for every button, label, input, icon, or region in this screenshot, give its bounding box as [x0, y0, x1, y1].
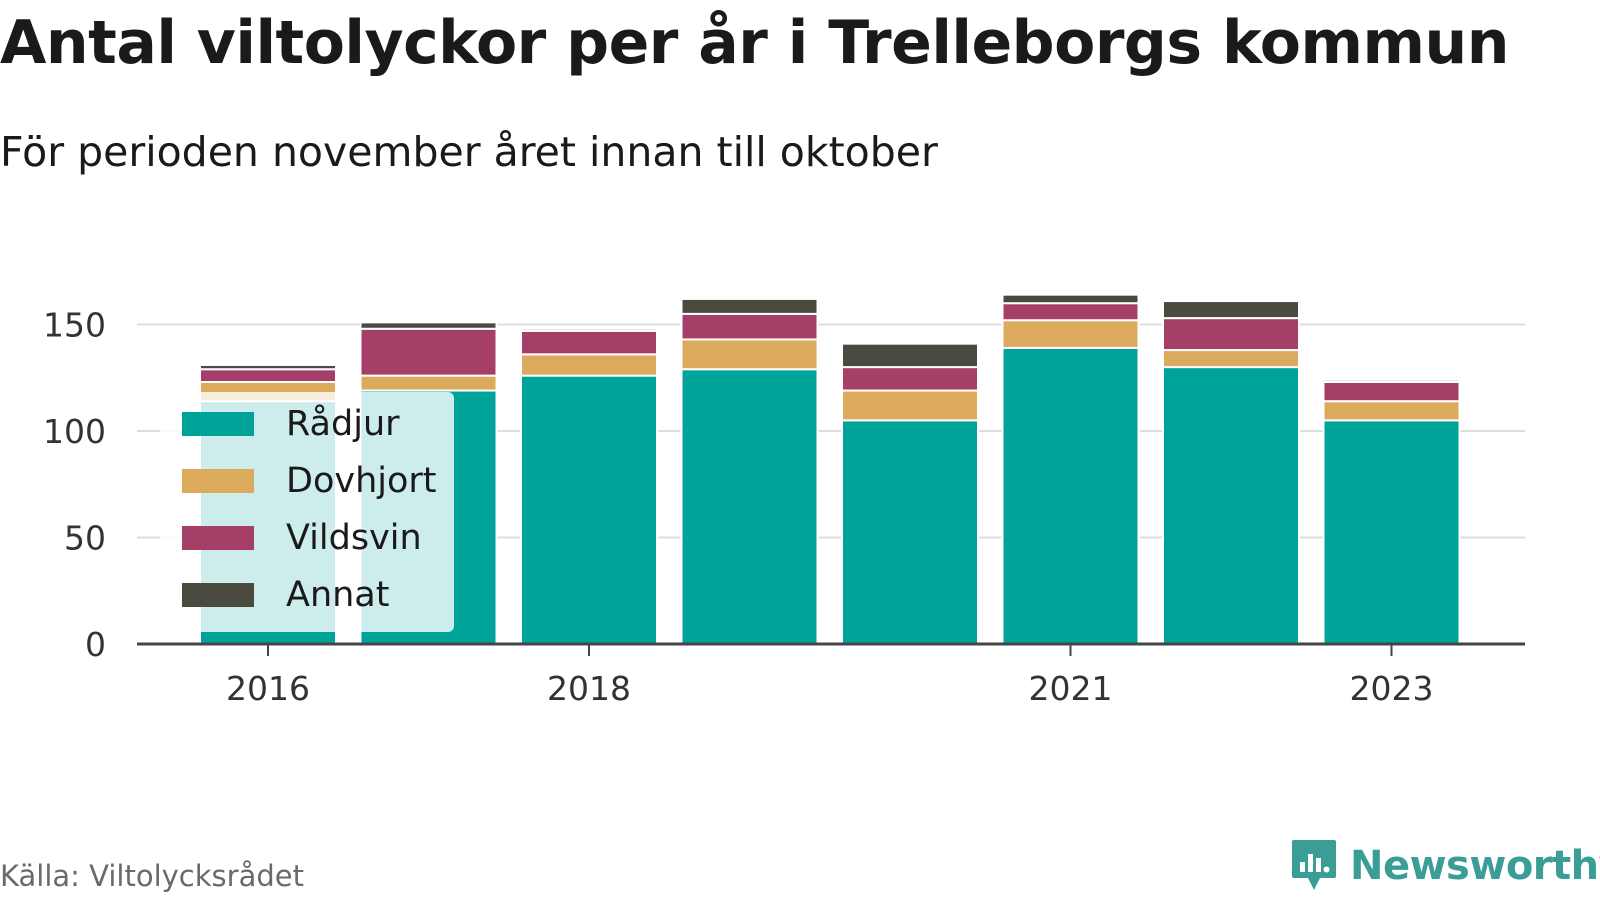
legend: Rådjur Dovhjort Vildsvin Annat: [160, 392, 454, 632]
bar-segment-2017-1: [359, 374, 498, 392]
y-tick-label-150: 150: [43, 306, 106, 345]
legend-swatch-dovhjort: [182, 469, 254, 493]
bar-segment-2021-0: [1001, 346, 1140, 645]
bar-segment-2022-2: [1162, 317, 1300, 352]
bar-segment-2019-1: [680, 338, 819, 371]
bar-segment-2023-3: [1322, 378, 1461, 384]
bar-segment-2017-3: [359, 321, 498, 330]
bar-segment-2018-0: [520, 374, 658, 645]
x-tick-label-2016: 2016: [226, 669, 310, 708]
bar-segment-2019-2: [680, 312, 819, 341]
bar-segment-2021-1: [1001, 319, 1140, 349]
bar-segment-2023-1: [1322, 400, 1461, 422]
legend-label-radjur: Rådjur: [286, 404, 400, 444]
bar-segment-2022-0: [1162, 366, 1300, 645]
legend-item-dovhjort: Dovhjort: [182, 461, 437, 501]
bar-segment-2020-2: [841, 366, 979, 392]
x-tick-label-2021: 2021: [1029, 669, 1113, 708]
bar-segment-2019-0: [680, 368, 819, 645]
y-tick-label-0: 0: [85, 625, 106, 664]
bar-segment-2016-2: [199, 368, 337, 384]
bar-segment-2022-1: [1162, 349, 1300, 369]
legend-swatch-vildsvin: [182, 526, 254, 550]
chart-title: Antal viltolyckor per år i Trelleborgs k…: [0, 8, 1509, 78]
chart-subtitle: För perioden november året innan till ok…: [0, 128, 938, 176]
legend-item-radjur: Rådjur: [182, 404, 400, 444]
legend-swatch-radjur: [182, 412, 254, 436]
brand-logo: Newsworthy: [1290, 838, 1600, 894]
bar-segment-2021-2: [1001, 302, 1140, 322]
bar-segment-2022-3: [1162, 300, 1300, 320]
bar-segment-2023-0: [1322, 419, 1461, 645]
x-tick-label-2018: 2018: [547, 669, 631, 708]
bar-segment-2020-0: [841, 419, 979, 645]
bar-segment-2016-3: [199, 363, 337, 371]
brand-name: Newsworthy: [1350, 843, 1600, 889]
bar-segment-2020-1: [841, 389, 979, 422]
legend-label-vildsvin: Vildsvin: [286, 518, 422, 558]
bar-segment-2021-3: [1001, 293, 1140, 305]
legend-label-annat: Annat: [286, 575, 390, 615]
newsworthy-logo-icon: [1292, 840, 1336, 890]
bar-segment-2023-2: [1322, 381, 1461, 403]
bar-segment-2020-3: [841, 342, 979, 369]
bar-segment-2017-2: [359, 327, 498, 377]
legend-item-annat: Annat: [182, 575, 389, 615]
legend-item-vildsvin: Vildsvin: [182, 518, 422, 558]
legend-label-dovhjort: Dovhjort: [286, 461, 437, 501]
bar-segment-2019-3: [680, 297, 819, 315]
y-tick-label-100: 100: [43, 412, 106, 451]
legend-swatch-annat: [182, 583, 254, 607]
bar-segment-2018-1: [520, 353, 658, 377]
source-note: Källa: Viltolycksrådet: [0, 859, 304, 893]
bar-segment-2018-2: [520, 329, 658, 356]
bar-segment-2018-3: [520, 327, 658, 332]
y-tick-label-50: 50: [64, 519, 106, 558]
x-tick-label-2023: 2023: [1350, 669, 1434, 708]
